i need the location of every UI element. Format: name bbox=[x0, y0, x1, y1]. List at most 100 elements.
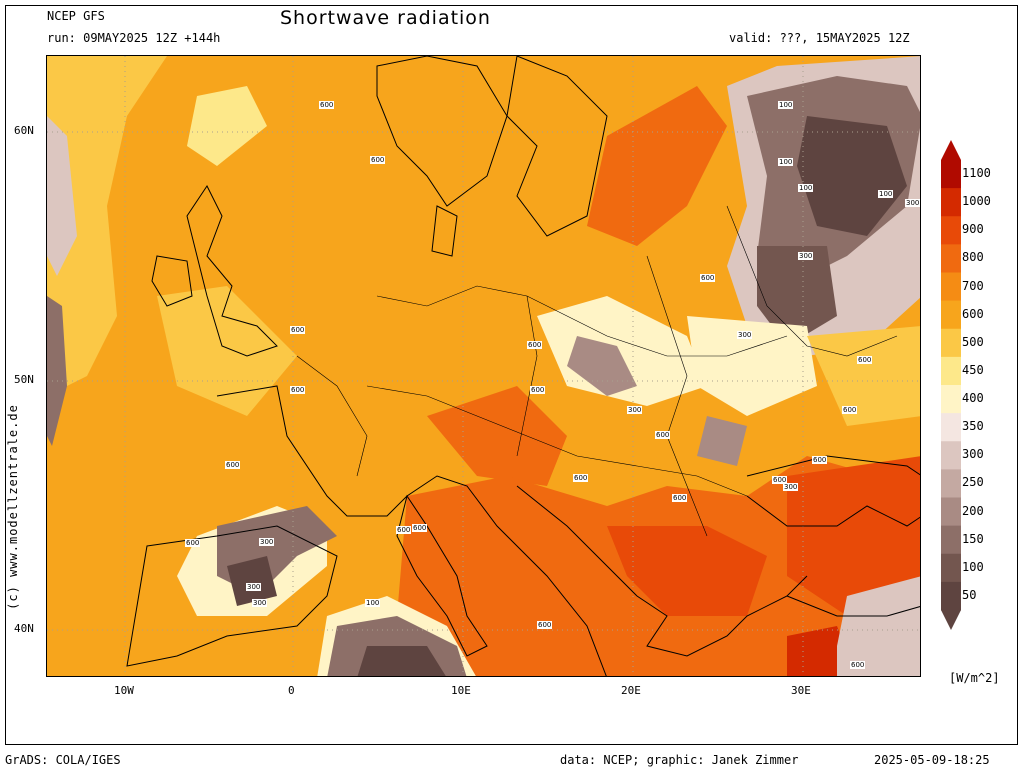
map-title: Shortwave radiation bbox=[280, 7, 491, 29]
borders bbox=[296, 205, 898, 537]
colorbar bbox=[941, 140, 961, 630]
colorbar-level-label: 150 bbox=[962, 531, 984, 546]
contour-label: 600 bbox=[290, 326, 306, 334]
coastline bbox=[506, 56, 608, 237]
contour-label: 600 bbox=[812, 456, 828, 464]
contour-label: 300 bbox=[798, 252, 814, 260]
colorbar-swatch bbox=[941, 300, 961, 330]
copyright-label: (c) www.modellzentrale.de bbox=[5, 404, 20, 610]
colorbar-min-arrow bbox=[941, 610, 961, 630]
colorbar-level-label: 250 bbox=[962, 475, 984, 490]
colorbar-level-label: 800 bbox=[962, 250, 984, 265]
colorbar-unit: [W/m^2] bbox=[949, 671, 1000, 685]
region-fill bbox=[757, 246, 837, 346]
colorbar-level-label: 300 bbox=[962, 447, 984, 462]
colorbar-level-label: 450 bbox=[962, 362, 984, 377]
region-fill bbox=[47, 116, 77, 276]
colorbar-swatch bbox=[941, 356, 961, 386]
contour-label: 600 bbox=[655, 431, 671, 439]
coastline bbox=[376, 56, 508, 207]
colorbar-level-label: 350 bbox=[962, 419, 984, 434]
region-fill bbox=[47, 296, 67, 446]
contour-label: 600 bbox=[225, 461, 241, 469]
border bbox=[296, 355, 368, 477]
colorbar-swatch bbox=[941, 413, 961, 442]
coastline bbox=[431, 205, 458, 257]
colorbar-swatch bbox=[941, 469, 961, 498]
grads-credit: GrADS: COLA/IGES bbox=[5, 753, 121, 767]
colorbar-level-label: 50 bbox=[962, 587, 977, 602]
colorbar-level-label: 100 bbox=[962, 559, 984, 574]
lon-label: 10E bbox=[451, 684, 471, 697]
colorbar-level-label: 500 bbox=[962, 334, 984, 349]
region-fill bbox=[697, 416, 747, 466]
coastline bbox=[396, 494, 488, 657]
contour-label: 600 bbox=[185, 539, 201, 547]
region-fill bbox=[567, 336, 637, 396]
contour-label: 100 bbox=[798, 184, 814, 192]
model-label: NCEP GFS bbox=[47, 9, 105, 23]
figure-frame bbox=[5, 5, 1018, 745]
coastline bbox=[786, 595, 920, 617]
run-label: run: 09MAY2025 12Z +144h bbox=[47, 31, 221, 45]
lat-label: 60N bbox=[14, 124, 34, 137]
region-fill bbox=[47, 56, 167, 396]
coastline bbox=[746, 495, 920, 527]
data-credit: data: NCEP; graphic: Janek Zimmer bbox=[560, 753, 799, 767]
contour-label: 100 bbox=[778, 158, 794, 166]
contour-label: 600 bbox=[530, 386, 546, 394]
region-fill bbox=[607, 526, 767, 616]
timestamp: 2025-05-09-18:25 bbox=[874, 753, 990, 767]
lon-label: 0 bbox=[288, 684, 295, 697]
contour-label: 600 bbox=[573, 474, 589, 482]
colorbar-swatch bbox=[941, 216, 961, 245]
contour-label: 600 bbox=[537, 621, 553, 629]
contour-label: 300 bbox=[905, 199, 920, 207]
valid-label: valid: ???, 15MAY2025 12Z bbox=[729, 31, 910, 45]
contour-label: 600 bbox=[527, 341, 543, 349]
contour-label: 600 bbox=[842, 406, 858, 414]
region-fill bbox=[687, 316, 817, 416]
border bbox=[376, 285, 788, 357]
coastline bbox=[516, 485, 808, 657]
colorbar-swatch bbox=[941, 553, 961, 583]
border bbox=[516, 295, 538, 457]
region-fill bbox=[807, 326, 920, 426]
coastline bbox=[746, 455, 920, 477]
contour-label: 300 bbox=[246, 583, 262, 591]
contour-label: 300 bbox=[783, 483, 799, 491]
contour-label: 600 bbox=[850, 661, 866, 669]
region-fill bbox=[837, 576, 920, 676]
map-canvas bbox=[47, 56, 920, 676]
lat-label: 50N bbox=[14, 373, 34, 386]
lon-label: 10W bbox=[114, 684, 134, 697]
region-fill bbox=[187, 86, 267, 166]
colorbar-swatch bbox=[941, 497, 961, 527]
region-fill bbox=[587, 86, 727, 246]
colorbar-level-label: 1100 bbox=[962, 166, 991, 181]
colorbar-level-label: 200 bbox=[962, 503, 984, 518]
coastline bbox=[186, 185, 278, 357]
colorbar-swatch bbox=[941, 188, 961, 217]
colorbar-swatch bbox=[941, 581, 961, 611]
radiation-map: 600 600 600 600 600 600 600 600 600 600 600 600 600 6… bbox=[46, 55, 921, 677]
colorbar-level-label: 400 bbox=[962, 391, 984, 406]
contour-label: 300 bbox=[252, 599, 268, 607]
coastline bbox=[151, 255, 193, 307]
colorbar-level-label: 600 bbox=[962, 306, 984, 321]
colorbar-svg bbox=[941, 140, 961, 630]
contour-label: 600 bbox=[772, 476, 788, 484]
contour-label: 600 bbox=[290, 386, 306, 394]
contour-label: 600 bbox=[857, 356, 873, 364]
contour-label: 300 bbox=[737, 331, 753, 339]
border bbox=[366, 385, 748, 497]
colorbar-level-label: 1000 bbox=[962, 194, 991, 209]
colorbar-swatch bbox=[941, 385, 961, 414]
region-fill bbox=[357, 646, 446, 676]
region-fill bbox=[157, 286, 297, 416]
contour-label: 600 bbox=[396, 526, 412, 534]
colorbar-swatch bbox=[941, 272, 961, 302]
contour-label: 100 bbox=[365, 599, 381, 607]
contour-label: 600 bbox=[370, 156, 386, 164]
lon-label: 20E bbox=[621, 684, 641, 697]
